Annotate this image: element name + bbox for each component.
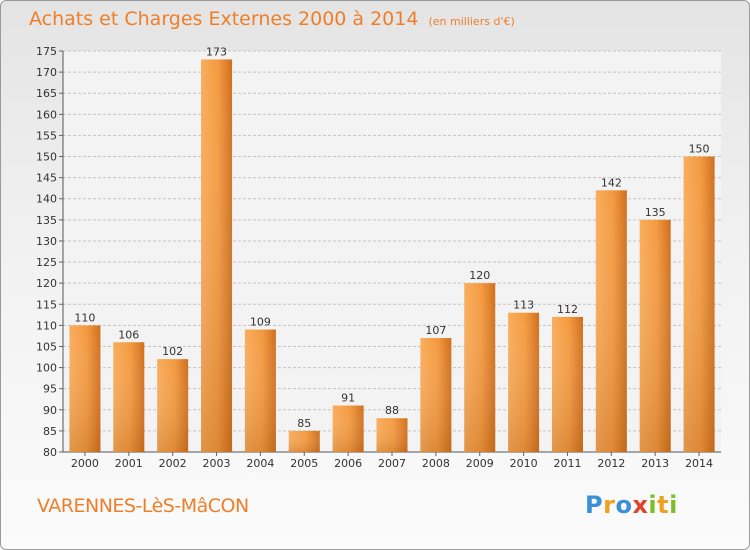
- y-tick-label: 170: [36, 66, 57, 79]
- bar-shade: [201, 59, 233, 452]
- x-tick-label: 2008: [422, 457, 450, 470]
- y-tick-label: 110: [36, 319, 57, 332]
- data-label: 142: [601, 176, 622, 189]
- bar-shade: [420, 338, 452, 452]
- x-tick-label: 2001: [115, 457, 143, 470]
- y-tick-label: 145: [36, 172, 57, 185]
- bar-shade: [683, 156, 715, 453]
- x-tick-label: 2006: [334, 457, 362, 470]
- data-label: 106: [118, 328, 139, 341]
- x-tick-label: 2004: [246, 457, 274, 470]
- x-tick-label: 2007: [378, 457, 406, 470]
- y-tick-label: 155: [36, 129, 57, 142]
- data-label: 102: [162, 345, 183, 358]
- y-tick-label: 175: [36, 45, 57, 58]
- x-tick-label: 2010: [510, 457, 538, 470]
- data-label: 112: [557, 303, 578, 316]
- y-tick-label: 135: [36, 214, 57, 227]
- y-tick-label: 100: [36, 362, 57, 375]
- y-tick-label: 90: [43, 404, 57, 417]
- bar-shade: [332, 405, 364, 452]
- bar-shade: [113, 342, 145, 452]
- data-label: 91: [341, 392, 355, 405]
- bar-shade: [639, 219, 671, 452]
- y-tick-label: 125: [36, 256, 57, 269]
- bar-shade: [464, 283, 496, 452]
- y-tick-label: 105: [36, 340, 57, 353]
- data-label: 107: [425, 324, 446, 337]
- x-tick-label: 2000: [71, 457, 99, 470]
- data-label: 150: [689, 143, 710, 156]
- chart-title: Achats et Charges Externes 2000 à 2014: [29, 8, 419, 30]
- x-tick-label: 2009: [466, 457, 494, 470]
- place-name: VARENNES-LèS-MâCON: [37, 495, 249, 517]
- label-layer: 110 2000 106 2001 102 2002 173 2003 109 2004 85 200…: [71, 45, 713, 470]
- y-tick-label: 160: [36, 108, 57, 121]
- bar-shade: [595, 190, 627, 452]
- data-label: 113: [513, 299, 534, 312]
- bar-shade: [551, 316, 583, 452]
- data-label: 135: [645, 206, 666, 219]
- x-tick-label: 2012: [597, 457, 625, 470]
- y-tick-label: 150: [36, 151, 57, 164]
- y-tick-label: 140: [36, 193, 57, 206]
- y-tick-label: 165: [36, 87, 57, 100]
- data-label: 120: [469, 269, 490, 282]
- y-tick-label: 130: [36, 235, 57, 248]
- brand-logo: Proxiti: [585, 491, 678, 519]
- data-label: 85: [297, 417, 311, 430]
- bar-shade: [376, 418, 408, 452]
- y-tick-label: 95: [43, 383, 57, 396]
- bar-shade: [69, 325, 101, 452]
- y-tick-label: 80: [43, 446, 57, 459]
- bar-shade: [288, 430, 320, 452]
- y-tick-label: 115: [36, 298, 57, 311]
- bar-shade: [157, 359, 189, 452]
- bar-shade: [508, 312, 540, 452]
- x-tick-label: 2013: [641, 457, 669, 470]
- x-tick-label: 2003: [203, 457, 231, 470]
- y-tick-label: 85: [43, 425, 57, 438]
- x-tick-label: 2002: [159, 457, 187, 470]
- bar-shade: [244, 329, 276, 452]
- y-tick-label: 120: [36, 277, 57, 290]
- data-label: 110: [74, 311, 95, 324]
- x-tick-label: 2014: [685, 457, 713, 470]
- x-tick-label: 2011: [553, 457, 581, 470]
- data-label: 109: [250, 316, 271, 329]
- bar-layer: [69, 59, 715, 453]
- chart-unit: (en milliers d'€): [428, 15, 515, 28]
- x-tick-label: 2005: [290, 457, 318, 470]
- data-label: 173: [206, 45, 227, 58]
- data-label: 88: [385, 404, 399, 417]
- title-row: Achats et Charges Externes 2000 à 2014 (e…: [29, 8, 515, 30]
